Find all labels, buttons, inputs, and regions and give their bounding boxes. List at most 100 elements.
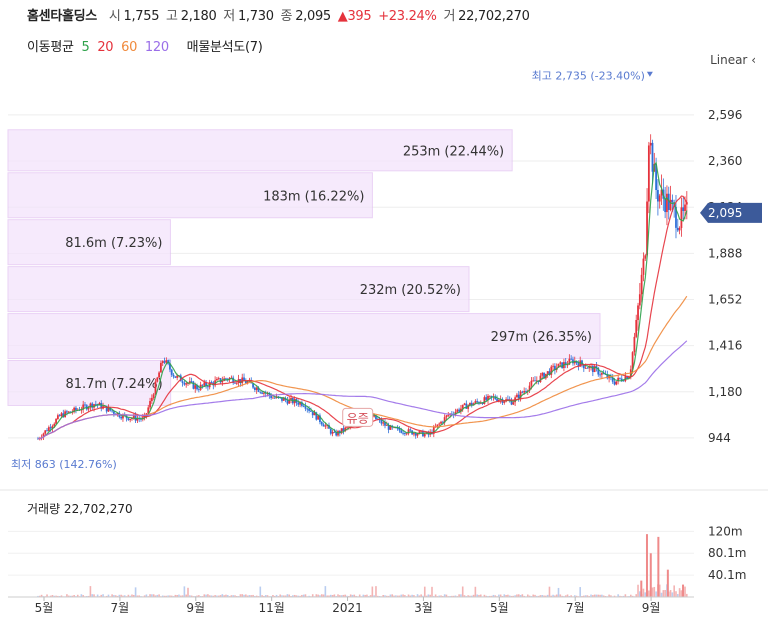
- volume-bar: [517, 594, 520, 597]
- volume-bar: [353, 594, 356, 597]
- volume-bar: [282, 595, 285, 597]
- ma-legend-label[interactable]: 이동평균: [27, 40, 74, 55]
- candle-body: [622, 380, 625, 382]
- candle-body: [272, 397, 274, 399]
- candle-body: [671, 199, 674, 203]
- volume-bar: [259, 586, 262, 597]
- volume-bar: [402, 594, 404, 597]
- candle-body: [100, 402, 103, 409]
- volume-bar: [507, 594, 509, 597]
- close-value: 2,095: [295, 9, 331, 24]
- volume-bar: [351, 594, 354, 597]
- candle-body: [181, 381, 184, 383]
- volume-bar: [617, 594, 619, 597]
- y-tick-label: 1,652: [708, 292, 742, 306]
- volume-bar: [384, 595, 386, 597]
- candle-body: [319, 415, 321, 423]
- volume-bar: [123, 595, 126, 597]
- volume-bar: [120, 594, 122, 597]
- indicator-legend[interactable]: 이동평균 5 20 60 120 매물분석도(7): [27, 36, 267, 55]
- candle-body: [304, 406, 307, 409]
- candle-body: [169, 363, 171, 370]
- candle-body: [94, 404, 97, 406]
- candle-body: [154, 381, 157, 395]
- volume-bar: [304, 594, 307, 597]
- ma-60[interactable]: 60: [121, 40, 138, 55]
- open-value: 1,755: [123, 9, 160, 24]
- candle-body: [66, 411, 68, 413]
- candle-body: [217, 378, 220, 379]
- volume-bar: [145, 594, 148, 597]
- volume-bar: [637, 584, 639, 597]
- candle-body: [418, 431, 421, 434]
- ma-120[interactable]: 120: [144, 40, 169, 55]
- candle-body: [642, 258, 645, 275]
- candle-body: [666, 193, 668, 213]
- ma-5[interactable]: 5: [81, 40, 90, 55]
- volume-bar: [226, 595, 229, 597]
- volume-profile-label: 183m (16.22%): [263, 189, 364, 204]
- candle-body: [414, 433, 417, 436]
- volume-bar: [176, 594, 178, 597]
- volume-bar: [396, 595, 399, 597]
- volume-bar: [510, 595, 513, 597]
- candle-body: [564, 362, 567, 365]
- candle-body: [530, 380, 533, 386]
- volume-bar: [295, 595, 298, 597]
- volume-bar: [376, 595, 379, 597]
- volume-bar: [358, 594, 361, 597]
- volume-bar: [275, 594, 278, 597]
- candle-body: [633, 336, 636, 353]
- volume-bar: [554, 595, 556, 597]
- volume-bar: [219, 595, 222, 597]
- candle-body: [384, 422, 386, 426]
- volume-bar: [246, 595, 249, 597]
- volume-bar: [315, 594, 318, 597]
- candle-body: [541, 372, 544, 376]
- volume-bar: [434, 594, 437, 597]
- volume-bar: [167, 595, 169, 597]
- candle-body: [156, 377, 159, 382]
- volume-bar: [254, 595, 256, 597]
- scale-toggle[interactable]: Linear ‹: [710, 53, 756, 67]
- volume-bar: [619, 595, 621, 597]
- candle-body: [470, 402, 473, 406]
- candle-body: [120, 416, 123, 419]
- candle-body: [192, 381, 195, 389]
- volume-bar: [138, 595, 141, 597]
- volume-bar: [539, 595, 542, 597]
- candle-body: [649, 142, 652, 146]
- volume-bar: [584, 595, 587, 597]
- volume-bar: [342, 594, 345, 597]
- volume-bar: [210, 595, 213, 597]
- volume-bar: [252, 594, 254, 597]
- candle-body: [47, 427, 50, 431]
- candle-body: [161, 361, 164, 363]
- volume-bar: [129, 595, 131, 597]
- candle-body: [655, 163, 657, 190]
- volume-bar: [364, 594, 366, 597]
- volume-bar: [479, 594, 482, 597]
- candle-body: [44, 430, 47, 434]
- candle-body: [474, 401, 477, 404]
- volume-bar: [418, 595, 421, 597]
- candle-body: [244, 380, 247, 384]
- volume-bar: [595, 594, 598, 597]
- candle-body: [664, 198, 667, 213]
- volume-bar: [644, 592, 647, 597]
- candle-body: [378, 419, 381, 421]
- candle-body: [535, 380, 538, 382]
- volume-bar: [158, 594, 160, 597]
- volume-bar: [185, 594, 187, 597]
- volume-profile-legend[interactable]: 매물분석도(7): [186, 40, 263, 55]
- candle-body: [669, 199, 672, 210]
- y-tick-label: 1,888: [708, 246, 742, 260]
- y-tick-label: 2,596: [708, 108, 742, 122]
- volume-bar: [673, 585, 675, 597]
- ma-20[interactable]: 20: [97, 40, 114, 55]
- candle-body: [456, 409, 459, 412]
- volume-bar: [622, 595, 625, 597]
- volume-bar: [151, 594, 153, 597]
- volume-bar: [348, 595, 350, 597]
